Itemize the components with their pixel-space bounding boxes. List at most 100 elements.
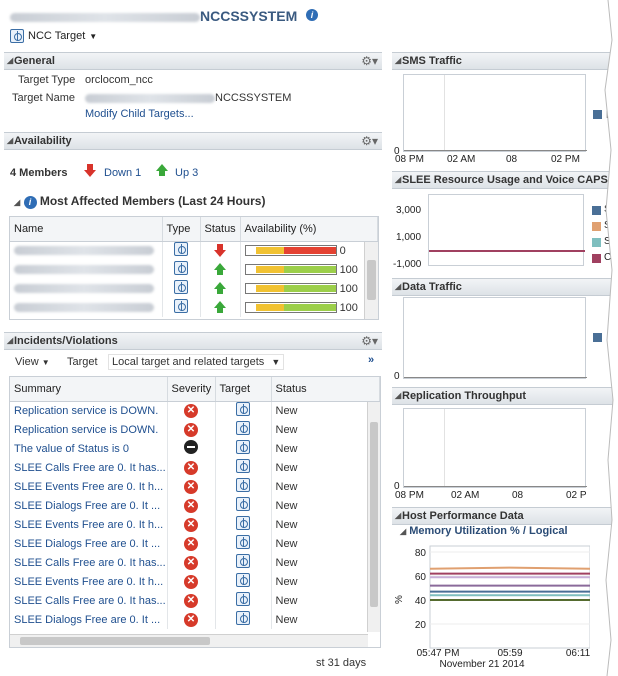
- incident-summary-link[interactable]: SLEE Calls Free are 0. It has...: [10, 553, 168, 572]
- column-header[interactable]: Type: [162, 217, 201, 242]
- info-icon[interactable]: i: [306, 9, 318, 21]
- x-axis-tick: 02 PM: [551, 154, 580, 165]
- collapse-icon[interactable]: ◢: [395, 282, 402, 291]
- target-icon[interactable]: [236, 497, 250, 511]
- sms-panel-header[interactable]: ◢ SMS Traffic: [392, 52, 618, 70]
- collapse-icon[interactable]: ◢: [395, 56, 402, 65]
- target-icon[interactable]: [236, 592, 250, 606]
- redacted-text: [10, 12, 200, 22]
- target-icon[interactable]: [236, 554, 250, 568]
- table-row[interactable]: Replication service is DOWN. ✕ New: [10, 420, 380, 439]
- up-link[interactable]: Up 3: [175, 167, 199, 179]
- column-header[interactable]: Availability (%): [240, 217, 378, 242]
- target-type-value: orclocom_ncc: [85, 74, 153, 86]
- incident-summary-link[interactable]: SLEE Dialogs Free are 0. It ...: [10, 496, 168, 515]
- target-icon[interactable]: [236, 516, 250, 530]
- table-row[interactable]: 100: [10, 279, 378, 298]
- table-row[interactable]: SLEE Dialogs Free are 0. It ... ✕ New: [10, 534, 380, 553]
- collapse-icon[interactable]: ◢: [400, 527, 407, 536]
- y-axis-tick: 80: [415, 548, 427, 559]
- replication-panel-header[interactable]: ◢ Replication Throughput: [392, 387, 618, 405]
- target-type-icon[interactable]: [174, 280, 188, 294]
- target-icon[interactable]: [236, 573, 250, 587]
- target-icon[interactable]: [236, 478, 250, 492]
- table-row[interactable]: SLEE Calls Free are 0. It has... ✕ New: [10, 591, 380, 610]
- modify-child-targets-link[interactable]: Modify Child Targets...: [85, 108, 194, 120]
- general-panel-header[interactable]: ◢ General ⚙▾: [4, 52, 382, 70]
- incident-summary-link[interactable]: Replication service is DOWN.: [10, 401, 168, 420]
- target-icon[interactable]: [236, 440, 250, 454]
- data-traffic-panel-header[interactable]: ◢ Data Traffic: [392, 278, 618, 296]
- target-icon[interactable]: [236, 459, 250, 473]
- gear-icon[interactable]: ⚙▾: [361, 134, 378, 148]
- incident-status: New: [271, 458, 380, 477]
- member-name[interactable]: [10, 279, 163, 298]
- expand-icon[interactable]: »: [368, 354, 375, 366]
- member-name[interactable]: [10, 241, 163, 260]
- member-name[interactable]: [10, 298, 163, 317]
- table-row[interactable]: The value of Status is 0 New: [10, 439, 380, 458]
- gear-icon[interactable]: ⚙▾: [361, 334, 378, 348]
- target-filter-select[interactable]: Local target and related targets ▼: [108, 354, 285, 370]
- table-row[interactable]: SLEE Dialogs Free are 0. It ... ✕ New: [10, 496, 380, 515]
- availability-value: 100: [339, 263, 358, 276]
- collapse-icon[interactable]: ◢: [7, 136, 14, 145]
- ncc-target-menu[interactable]: NCC Target ▼: [10, 27, 97, 45]
- scrollbar[interactable]: [367, 402, 380, 632]
- incident-summary-link[interactable]: SLEE Calls Free are 0. It has...: [10, 458, 168, 477]
- slee-panel-header[interactable]: ◢ SLEE Resource Usage and Voice CAPS: [392, 171, 618, 189]
- incident-summary-link[interactable]: SLEE Events Free are 0. It h...: [10, 515, 168, 534]
- column-header[interactable]: Summary: [10, 377, 168, 402]
- incident-summary-link[interactable]: The value of Status is 0: [10, 439, 168, 458]
- legend-swatch: [592, 206, 601, 215]
- incident-summary-link[interactable]: SLEE Calls Free are 0. It has...: [10, 591, 168, 610]
- target-icon[interactable]: [236, 535, 250, 549]
- collapse-icon[interactable]: ◢: [395, 391, 402, 400]
- gear-icon[interactable]: ⚙▾: [361, 54, 378, 68]
- table-row[interactable]: Replication service is DOWN. ✕ New: [10, 401, 380, 420]
- chevron-down-icon: ▼: [271, 357, 281, 367]
- legend-swatch: [593, 333, 602, 342]
- column-header[interactable]: Target: [215, 377, 272, 402]
- availability-panel-header[interactable]: ◢ Availability ⚙▾: [4, 132, 382, 150]
- down-link[interactable]: Down 1: [104, 167, 142, 179]
- collapse-icon[interactable]: ◢: [7, 336, 14, 345]
- target-type-icon[interactable]: [174, 242, 188, 257]
- incident-summary-link[interactable]: SLEE Events Free are 0. It h...: [10, 572, 168, 591]
- host-panel-header[interactable]: ◢ Host Performance Data: [392, 507, 618, 525]
- horizontal-scrollbar[interactable]: [10, 634, 368, 647]
- table-row[interactable]: SLEE Calls Free are 0. It has... ✕ New: [10, 458, 380, 477]
- table-row[interactable]: 0: [10, 241, 378, 260]
- target-icon[interactable]: [236, 421, 250, 435]
- collapse-icon[interactable]: ◢: [14, 198, 21, 207]
- member-name[interactable]: [10, 260, 163, 279]
- collapse-icon[interactable]: ◢: [395, 511, 402, 520]
- column-header[interactable]: Name: [10, 217, 163, 242]
- column-header[interactable]: Status: [200, 217, 241, 242]
- collapse-icon[interactable]: ◢: [395, 175, 402, 184]
- table-row[interactable]: SLEE Events Free are 0. It h... ✕ New: [10, 572, 380, 591]
- table-row[interactable]: SLEE Dialogs Free are 0. It ... ✕ New: [10, 610, 380, 629]
- target-type-icon[interactable]: [174, 261, 188, 275]
- up-arrow-icon: [214, 281, 226, 294]
- table-row[interactable]: SLEE Calls Free are 0. It has... ✕ New: [10, 553, 380, 572]
- target-type-icon[interactable]: [174, 299, 188, 313]
- y-axis-label: %: [394, 595, 405, 604]
- table-row[interactable]: 100: [10, 260, 378, 279]
- incident-summary-link[interactable]: Replication service is DOWN.: [10, 420, 168, 439]
- table-row[interactable]: SLEE Events Free are 0. It h... ✕ New: [10, 515, 380, 534]
- collapse-icon[interactable]: ◢: [7, 56, 14, 65]
- target-icon[interactable]: [236, 611, 250, 625]
- column-header[interactable]: Severity: [167, 377, 216, 402]
- incident-summary-link[interactable]: SLEE Dialogs Free are 0. It ...: [10, 610, 168, 629]
- incident-summary-link[interactable]: SLEE Dialogs Free are 0. It ...: [10, 534, 168, 553]
- scrollbar[interactable]: [364, 242, 378, 319]
- view-menu[interactable]: View ▼: [15, 356, 50, 368]
- column-header[interactable]: Status: [271, 377, 380, 402]
- table-row[interactable]: SLEE Events Free are 0. It h... ✕ New: [10, 477, 380, 496]
- incidents-panel-header[interactable]: ◢ Incidents/Violations ⚙▾: [4, 332, 382, 350]
- x-axis-tick: 08 PM: [395, 490, 424, 501]
- target-icon[interactable]: [236, 402, 250, 417]
- table-row[interactable]: 100: [10, 298, 378, 317]
- incident-summary-link[interactable]: SLEE Events Free are 0. It h...: [10, 477, 168, 496]
